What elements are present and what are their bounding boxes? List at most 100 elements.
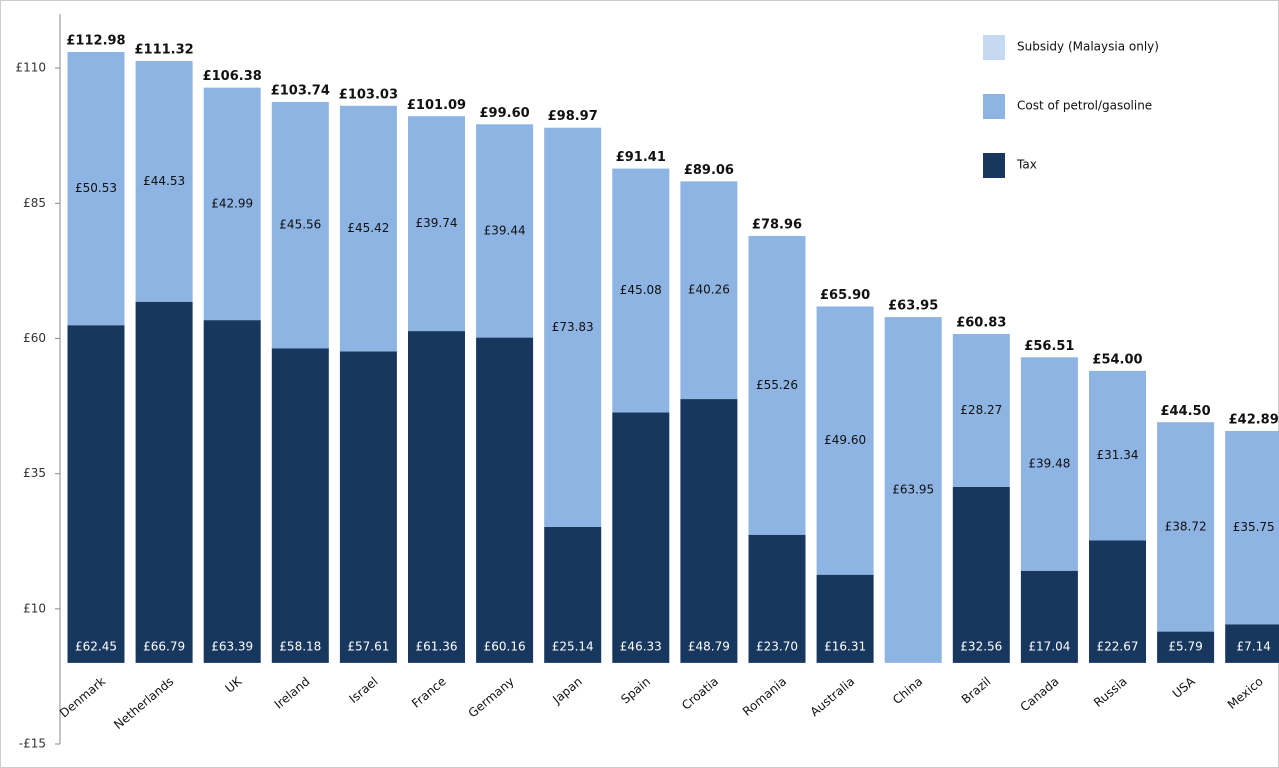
bar-segment — [1157, 631, 1215, 663]
bar-segment — [816, 306, 874, 575]
total-label: £42.89 — [1229, 412, 1279, 427]
total-label: £98.97 — [548, 109, 598, 124]
data-label: £45.56 — [279, 218, 321, 232]
data-label: £35.75 — [1233, 520, 1275, 534]
total-label: £56.51 — [1024, 339, 1074, 354]
x-tick-label: Japan — [549, 674, 584, 707]
bar-segment — [544, 127, 602, 527]
bar-segment — [1225, 430, 1279, 625]
bar-segment — [408, 331, 465, 663]
total-label: £99.60 — [480, 106, 530, 121]
x-tick-label: Canada — [1018, 674, 1062, 714]
bar-segment — [408, 116, 465, 332]
legend-label: Cost of petrol/gasoline — [1017, 99, 1152, 113]
y-tick-label: £110 — [15, 61, 46, 75]
data-label: £58.18 — [279, 639, 321, 653]
bar-segment — [67, 325, 125, 663]
total-label: £54.00 — [1092, 352, 1142, 367]
bar-segment — [1225, 624, 1279, 663]
x-tick-label: China — [890, 674, 925, 707]
y-tick-label: -£15 — [19, 737, 46, 751]
data-label: £55.26 — [756, 378, 798, 392]
bar-segment — [339, 105, 397, 352]
bar-segment — [67, 51, 125, 326]
data-label: £49.60 — [824, 433, 866, 447]
bar-segment — [816, 574, 874, 663]
bar-segment — [748, 534, 806, 663]
x-tick-label: Germany — [466, 674, 517, 720]
total-label: £65.90 — [820, 288, 870, 303]
data-label: £28.27 — [960, 403, 1002, 417]
total-label: £106.38 — [203, 69, 262, 84]
bar-segment — [884, 317, 942, 663]
bar-segment — [339, 351, 397, 663]
bar-segment — [1089, 540, 1146, 663]
data-label: £38.72 — [1165, 519, 1207, 533]
bar-segment — [135, 301, 193, 663]
total-label: £44.50 — [1161, 404, 1211, 419]
total-label: £101.09 — [407, 98, 466, 113]
bar-segment — [952, 486, 1010, 663]
bar-segment — [1157, 422, 1215, 632]
y-tick-label: £85 — [23, 196, 46, 210]
bar-segment — [271, 348, 329, 663]
data-label: £61.36 — [416, 639, 458, 653]
bar-segment — [680, 399, 738, 663]
total-label: £89.06 — [684, 163, 734, 178]
y-tick-label: £60 — [23, 331, 46, 345]
x-tick-label: Netherlands — [111, 674, 176, 732]
x-tick-label: Russia — [1091, 674, 1130, 710]
data-label: £32.56 — [960, 639, 1002, 653]
x-tick-label: Australia — [808, 674, 858, 719]
bar-segment — [203, 320, 261, 663]
legend-swatch — [983, 153, 1005, 178]
total-label: £60.83 — [956, 315, 1006, 330]
x-tick-label: Israel — [346, 674, 380, 706]
legend-swatch — [983, 35, 1005, 60]
bar-segment — [271, 101, 329, 349]
data-label: £25.14 — [552, 639, 594, 653]
data-label: £46.33 — [620, 639, 662, 653]
data-label: £57.61 — [347, 639, 389, 653]
bar-segment — [612, 412, 670, 663]
legend-label: Tax — [1016, 158, 1037, 172]
data-label: £60.16 — [484, 639, 526, 653]
x-tick-label: UK — [223, 674, 246, 696]
data-label: £73.83 — [552, 320, 594, 334]
bar-segment — [1089, 370, 1146, 541]
data-label: £63.39 — [211, 639, 253, 653]
data-label: £7.14 — [1237, 639, 1271, 653]
data-label: £48.79 — [688, 639, 730, 653]
data-label: £50.53 — [75, 181, 117, 195]
data-label: £44.53 — [143, 174, 185, 188]
legend-label: Subsidy (Malaysia only) — [1017, 40, 1159, 54]
total-label: £112.98 — [66, 33, 125, 48]
data-label: £45.08 — [620, 283, 662, 297]
x-tick-label: France — [409, 674, 449, 710]
bar-segment — [203, 87, 261, 321]
y-tick-label: £35 — [23, 466, 46, 480]
data-label: £40.26 — [688, 283, 730, 297]
data-label: £16.31 — [824, 639, 866, 653]
x-tick-label: Spain — [618, 674, 653, 706]
data-label: £66.79 — [143, 639, 185, 653]
data-label: £63.95 — [892, 482, 934, 496]
data-label: £45.42 — [347, 221, 389, 235]
bar-segment — [612, 168, 670, 413]
bar-segment — [748, 235, 806, 535]
total-label: £78.96 — [752, 217, 802, 232]
bar-segment — [1020, 357, 1078, 571]
bar-segment — [476, 124, 534, 338]
bar-segment — [952, 333, 1010, 487]
data-label: £31.34 — [1097, 448, 1139, 462]
total-label: £103.74 — [271, 83, 330, 98]
x-tick-label: Romania — [740, 674, 789, 718]
legend-swatch — [983, 94, 1005, 119]
data-label: £23.70 — [756, 639, 798, 653]
bar-segment — [476, 337, 534, 663]
data-label: £42.99 — [211, 196, 253, 210]
x-tick-label: Brazil — [959, 674, 994, 706]
total-label: £103.03 — [339, 87, 398, 102]
data-label: £39.74 — [416, 216, 458, 230]
